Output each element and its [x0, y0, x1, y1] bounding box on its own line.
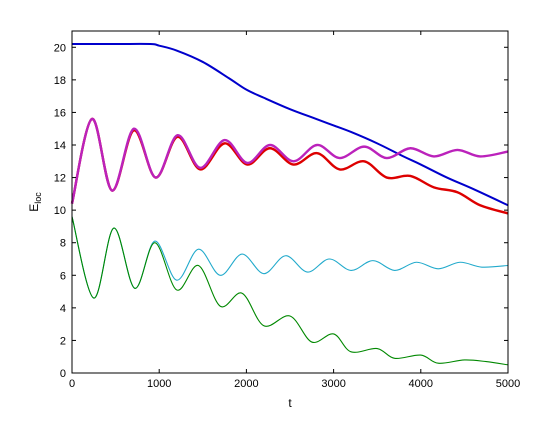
- y-tick-label: 0: [60, 368, 66, 380]
- y-tick-label: 4: [60, 303, 66, 315]
- plot-frame: [71, 30, 509, 374]
- tick-layer: 0 1000 2000 3000 4000 5000 0 2 4 6 8 10 12 14 16 18 20: [54, 31, 520, 390]
- series-line-3: [70, 117, 509, 204]
- y-tick-label: 20: [54, 42, 66, 54]
- series-layer: [70, 42, 509, 366]
- series-line-4: [71, 216, 509, 299]
- y-tick-label: 8: [60, 238, 66, 250]
- x-tick-label: 1000: [147, 378, 171, 390]
- y-axis-label: Eloc: [27, 192, 43, 212]
- y-tick-label: 2: [60, 335, 66, 347]
- x-axis-label: t: [288, 396, 292, 410]
- y-tick-label: 6: [60, 270, 66, 282]
- y-tick-label: 16: [54, 107, 66, 119]
- y-axis-label-subscript: loc: [33, 192, 43, 204]
- x-tick-label: 5000: [496, 378, 520, 390]
- x-tick-label: 4000: [409, 378, 433, 390]
- y-tick-label: 18: [54, 75, 66, 87]
- y-axis-label-main: E: [27, 204, 41, 212]
- series-line-5: [71, 216, 509, 366]
- y-tick-label: 14: [54, 140, 66, 152]
- y-tick-label: 12: [54, 173, 66, 185]
- x-tick-label: 2000: [234, 378, 258, 390]
- series-line-1: [72, 42, 509, 207]
- x-tick-label: 3000: [321, 378, 345, 390]
- y-tick-label: 10: [54, 205, 66, 217]
- x-tick-label: 0: [69, 378, 75, 390]
